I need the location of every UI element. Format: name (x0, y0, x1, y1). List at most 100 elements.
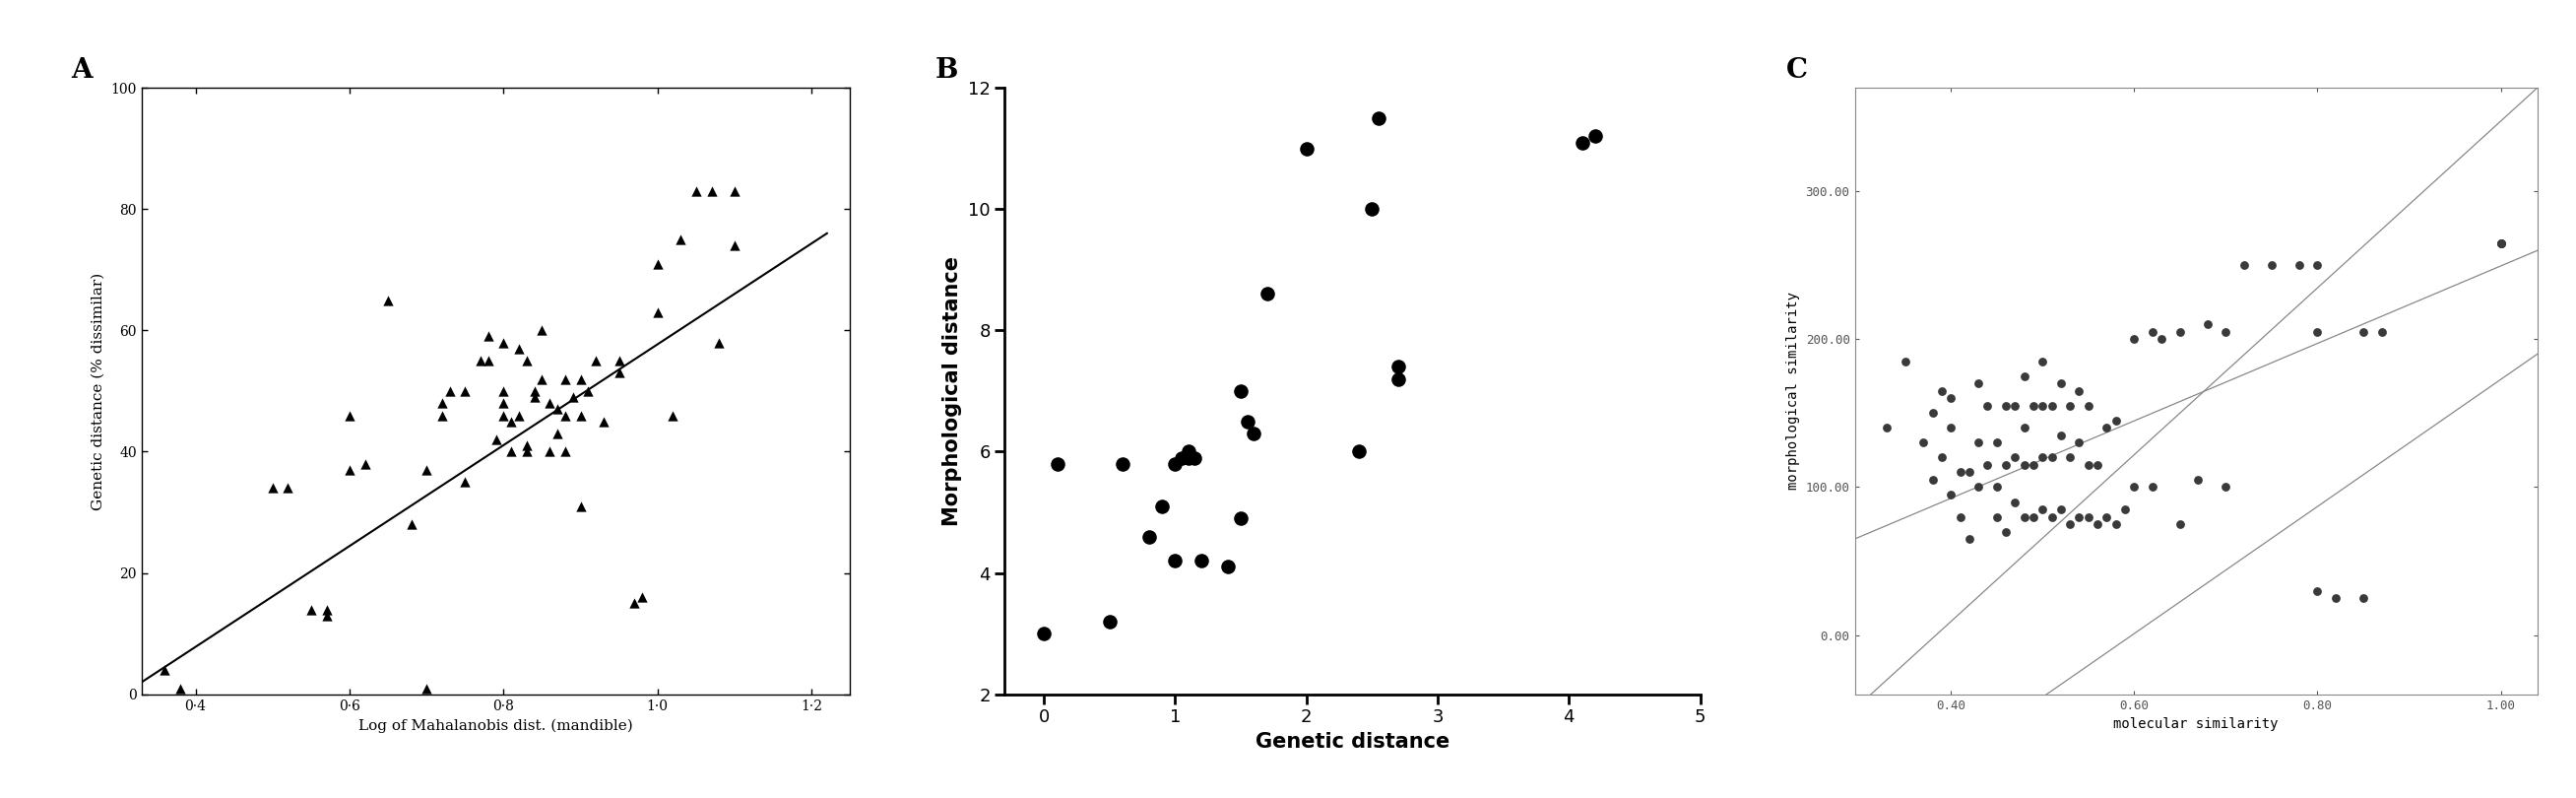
Point (1154, 555, 1195, 567)
Point (2087, 421, 2128, 434)
Point (2177, 473, 2218, 486)
Point (2298, 584, 2339, 597)
Point (2022, 355, 2063, 368)
Point (345, 457, 386, 470)
Point (2280, 259, 2321, 271)
Point (1976, 437, 2017, 449)
Point (2050, 451, 2092, 464)
Point (2004, 459, 2045, 472)
Point (2205, 326, 2246, 338)
Point (2004, 511, 2045, 523)
Point (1968, 400, 2009, 413)
Point (2316, 592, 2357, 605)
Point (1340, 445, 1381, 458)
Point (1994, 496, 2035, 508)
Point (446, 385, 487, 397)
Point (1986, 525, 2027, 538)
Point (1947, 466, 1989, 479)
Point (574, 354, 616, 367)
Point (1940, 466, 1981, 479)
Point (2481, 237, 2522, 250)
Point (330, 464, 371, 476)
Point (714, 239, 755, 252)
Point (2342, 326, 2383, 338)
Point (621, 591, 662, 603)
Point (1947, 532, 1989, 545)
Point (2159, 326, 2200, 338)
Point (1968, 459, 2009, 472)
Point (2105, 503, 2146, 516)
Point (2094, 518, 2136, 531)
Point (1994, 451, 2035, 464)
Point (598, 366, 639, 379)
Point (598, 354, 639, 367)
Point (2298, 326, 2339, 338)
Point (1922, 451, 1963, 464)
Point (544, 445, 585, 458)
Text: A: A (70, 57, 93, 84)
Point (505, 439, 546, 452)
Point (513, 391, 554, 404)
Point (2030, 511, 2071, 523)
Point (536, 427, 577, 440)
Y-axis label: morphological similarity: morphological similarity (1785, 292, 1801, 490)
Point (461, 354, 502, 367)
Point (513, 385, 554, 397)
Point (2022, 503, 2063, 516)
Point (430, 385, 471, 397)
Point (1911, 407, 1953, 420)
Point (690, 184, 732, 197)
Point (2030, 451, 2071, 464)
Point (2362, 326, 2403, 338)
Point (2040, 429, 2081, 442)
Point (2481, 237, 2522, 250)
Point (1886, 355, 1927, 368)
Point (1929, 392, 1971, 405)
Y-axis label: Genetic distance (% dissimilar): Genetic distance (% dissimilar) (93, 272, 106, 510)
Point (1128, 530, 1170, 543)
Point (368, 294, 410, 306)
Point (497, 409, 538, 421)
Point (2040, 503, 2081, 516)
Point (330, 409, 371, 421)
Point (2004, 369, 2045, 382)
Point (675, 184, 716, 197)
Point (489, 415, 531, 428)
Point (1940, 511, 1981, 523)
Point (2481, 237, 2522, 250)
Point (2133, 480, 2174, 493)
Point (1958, 377, 1999, 390)
Point (1180, 555, 1221, 567)
Point (559, 500, 600, 512)
Point (551, 391, 592, 404)
Point (659, 233, 701, 246)
Point (2205, 480, 2246, 493)
Point (422, 409, 464, 421)
Point (2069, 400, 2110, 413)
Point (1865, 421, 1906, 434)
Point (2076, 459, 2117, 472)
Point (307, 609, 348, 622)
Point (544, 373, 585, 385)
Point (407, 681, 448, 694)
Point (1234, 427, 1275, 440)
Point (1285, 142, 1327, 155)
Point (698, 336, 739, 349)
X-axis label: Log of Mahalanobis dist. (mandible): Log of Mahalanobis dist. (mandible) (358, 718, 634, 733)
Point (1378, 373, 1419, 385)
Point (536, 403, 577, 416)
Point (252, 482, 294, 495)
Point (2342, 592, 2383, 605)
Point (2040, 377, 2081, 390)
Point (2012, 459, 2053, 472)
Y-axis label: Morphological distance: Morphological distance (943, 256, 963, 526)
Point (2004, 421, 2045, 434)
Point (1162, 452, 1203, 464)
Point (482, 336, 523, 349)
Point (2012, 400, 2053, 413)
Point (528, 397, 569, 409)
Point (407, 464, 448, 476)
Point (559, 373, 600, 385)
Point (469, 354, 510, 367)
Point (1221, 385, 1262, 397)
